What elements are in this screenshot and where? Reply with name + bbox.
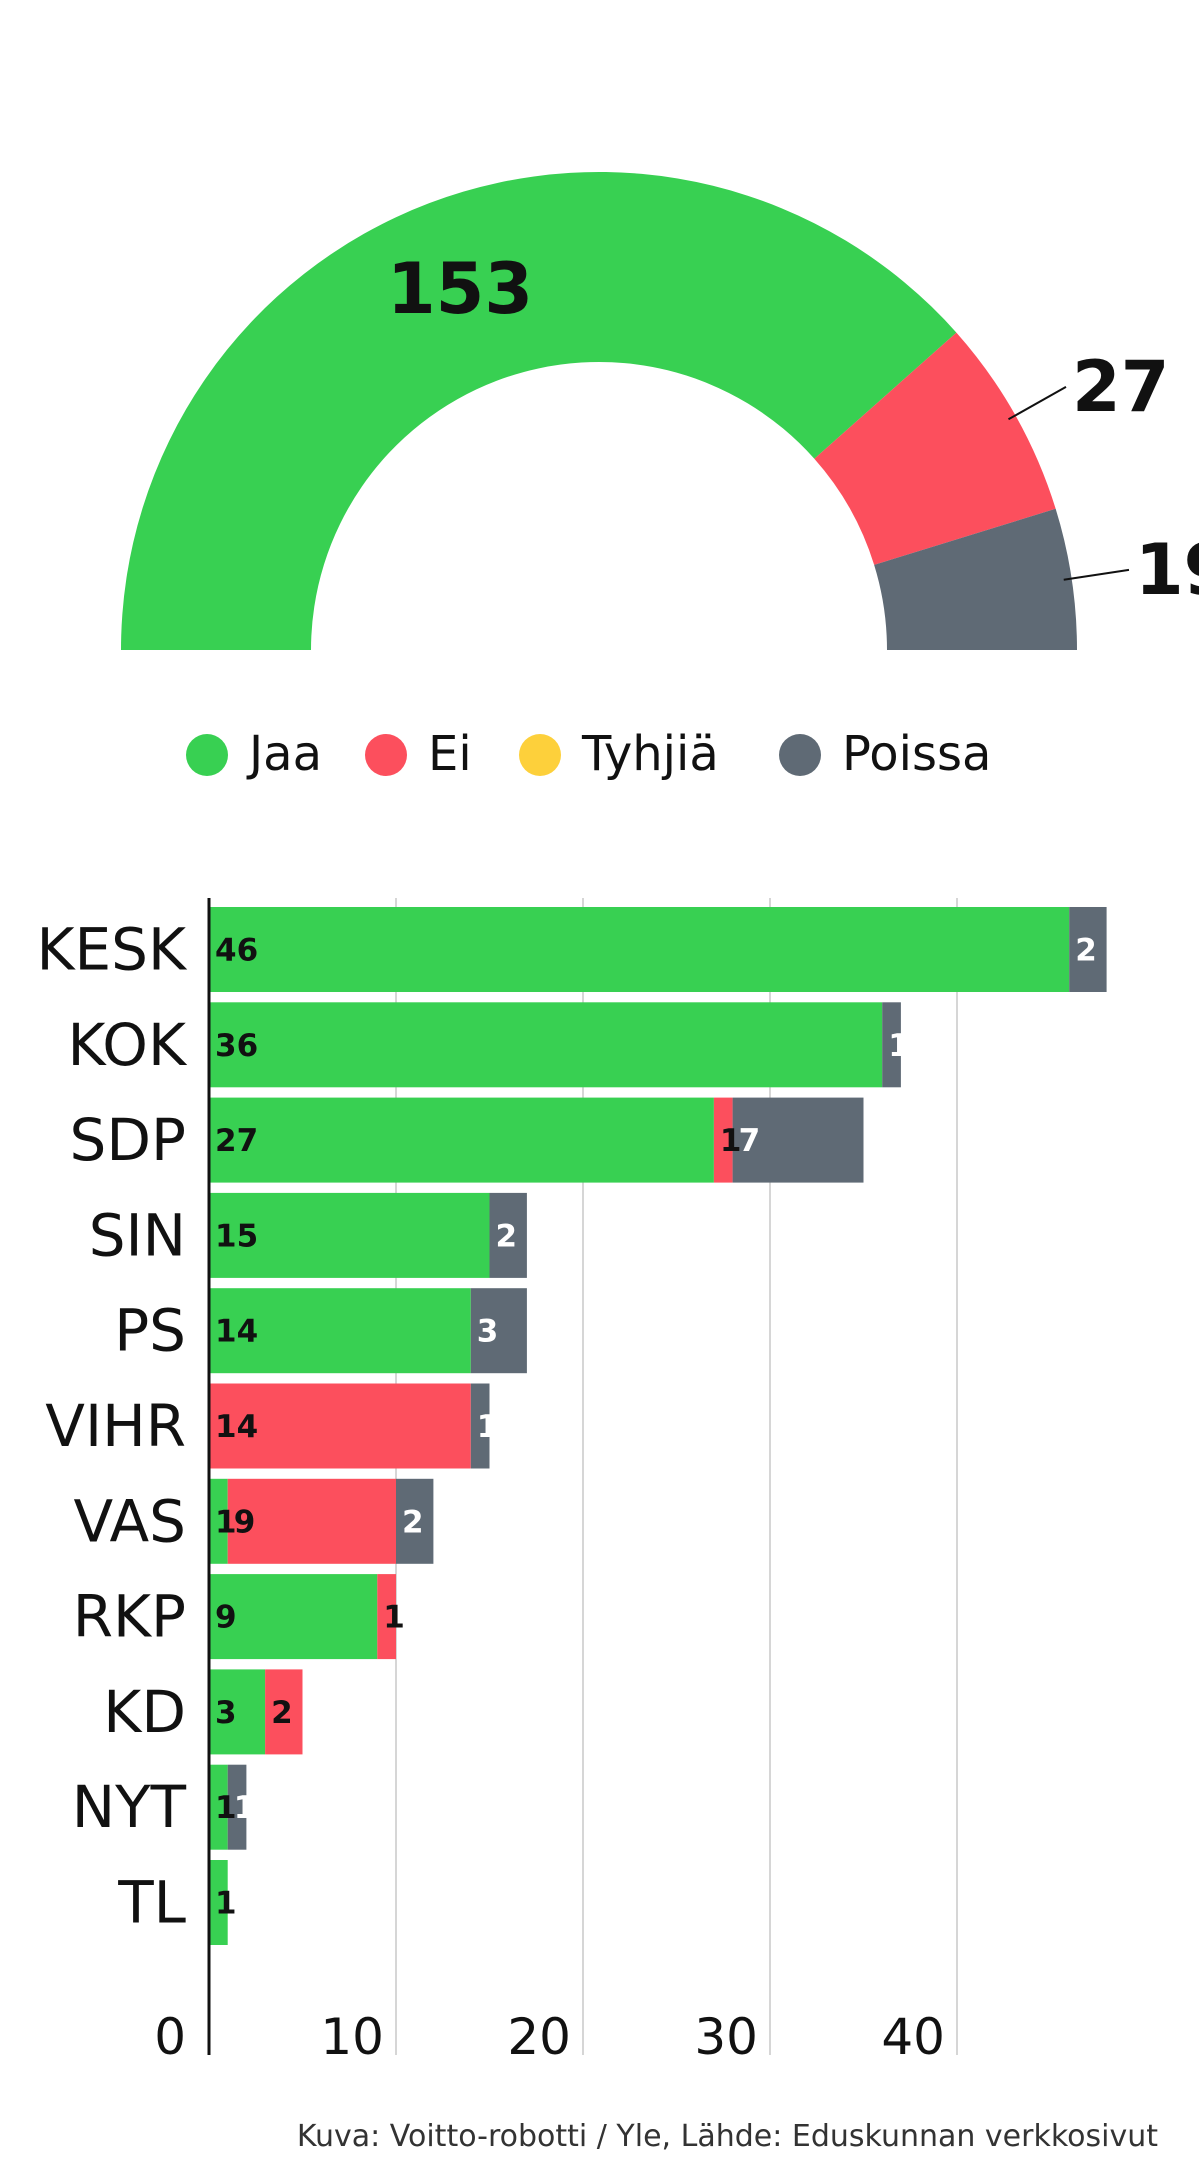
bar-value-label-vas-ei: 9 bbox=[234, 1504, 256, 1540]
category-label-nyt: NYT bbox=[72, 1773, 187, 1841]
category-label-vihr: VIHR bbox=[45, 1392, 186, 1460]
bar-segment-nyt-jaa bbox=[209, 1764, 228, 1850]
bar-value-label-rkp-ei: 1 bbox=[383, 1600, 405, 1636]
bar-segment-sin-poissa bbox=[489, 1192, 527, 1278]
x-tick-label-30: 30 bbox=[694, 2008, 758, 2066]
bar-segment-rkp-jaa bbox=[209, 1574, 378, 1660]
vote-donut-chart: 153 27 19 bbox=[121, 171, 1199, 651]
bar-segment-vihr-ei bbox=[209, 1383, 471, 1469]
bar-value-label-kesk-jaa: 46 bbox=[215, 933, 258, 969]
category-label-rkp: RKP bbox=[73, 1583, 186, 1651]
donut-slice-poissa bbox=[874, 508, 1077, 650]
category-label-kesk: KESK bbox=[36, 916, 187, 984]
donut-value-label-poissa: 19 bbox=[1135, 529, 1199, 611]
bar-segment-vas-poissa bbox=[396, 1478, 434, 1564]
donut-slice-jaa bbox=[121, 171, 957, 651]
category-label-kok: KOK bbox=[67, 1011, 188, 1079]
bar-value-label-ps-poissa: 3 bbox=[477, 1314, 499, 1350]
bar-value-label-vas-poissa: 2 bbox=[402, 1504, 424, 1540]
bar-value-label-sdp-jaa: 27 bbox=[215, 1123, 258, 1159]
bar-value-label-tl-jaa: 1 bbox=[215, 1886, 237, 1922]
bar-value-label-kok-jaa: 36 bbox=[215, 1028, 258, 1064]
bar-segment-ps-jaa bbox=[209, 1288, 471, 1374]
category-label-tl: TL bbox=[117, 1869, 186, 1937]
legend-label-tyhjia: Tyhjiä bbox=[581, 726, 719, 782]
bar-value-label-sdp-poissa: 7 bbox=[739, 1123, 761, 1159]
donut-value-label-ei: 27 bbox=[1072, 346, 1169, 428]
bar-segment-sin-jaa bbox=[209, 1192, 490, 1278]
legend-swatch-poissa bbox=[779, 734, 821, 776]
bar-value-label-sin-jaa: 15 bbox=[215, 1218, 258, 1254]
x-tick-label-0: 0 bbox=[154, 2008, 186, 2066]
bar-segment-kesk-jaa bbox=[209, 907, 1070, 992]
x-tick-label-40: 40 bbox=[881, 2008, 945, 2066]
legend-label-ei: Ei bbox=[428, 726, 472, 782]
x-tick-label-20: 20 bbox=[507, 2008, 571, 2066]
donut-leader-line-ei bbox=[1007, 386, 1067, 421]
bar-segment-kd-ei bbox=[265, 1669, 303, 1755]
bar-segment-kok-jaa bbox=[209, 1002, 883, 1088]
x-tick-label-10: 10 bbox=[320, 2008, 384, 2066]
bar-value-label-ps-jaa: 14 bbox=[215, 1314, 258, 1350]
legend-swatch-ei bbox=[365, 734, 407, 776]
source-footer: Kuva: Voitto-robotti / Yle, Lähde: Edusk… bbox=[297, 2119, 1158, 2154]
bar-segment-kesk-poissa bbox=[1069, 907, 1107, 992]
legend-label-poissa: Poissa bbox=[842, 726, 991, 782]
donut-slice-ei bbox=[814, 332, 1056, 565]
bar-segment-nyt-poissa bbox=[227, 1764, 247, 1850]
bar-segment-vas-jaa bbox=[209, 1478, 228, 1564]
bar-segment-tl-jaa bbox=[209, 1860, 228, 1945]
bar-segment-rkp-ei bbox=[377, 1574, 396, 1660]
bar-value-label-kd-ei: 2 bbox=[271, 1695, 293, 1731]
bar-segment-vas-ei bbox=[227, 1478, 396, 1564]
bar-value-label-kesk-poissa: 2 bbox=[1075, 933, 1097, 969]
bar-segment-kok-poissa bbox=[882, 1002, 901, 1088]
bar-value-label-kok-poissa: 1 bbox=[888, 1028, 910, 1064]
category-label-vas: VAS bbox=[74, 1487, 186, 1555]
category-label-kd: KD bbox=[103, 1678, 186, 1746]
bar-segment-vihr-poissa bbox=[470, 1383, 490, 1469]
legend-label-jaa: Jaa bbox=[246, 726, 322, 782]
bar-value-label-sin-poissa: 2 bbox=[496, 1218, 518, 1254]
chart-legend: Jaa Ei Tyhjiä Poissa bbox=[186, 726, 991, 782]
bar-segment-sdp-jaa bbox=[209, 1097, 714, 1183]
category-label-ps: PS bbox=[114, 1297, 186, 1365]
bar-value-label-nyt-poissa: 1 bbox=[234, 1790, 256, 1826]
bar-segment-kd-jaa bbox=[209, 1669, 266, 1755]
bar-segment-sdp-poissa bbox=[732, 1097, 864, 1183]
legend-swatch-jaa bbox=[186, 734, 228, 776]
bar-value-label-kd-jaa: 3 bbox=[215, 1695, 237, 1731]
bar-value-label-vihr-ei: 14 bbox=[215, 1409, 258, 1445]
bar-segment-sdp-ei bbox=[713, 1097, 733, 1183]
legend-swatch-tyhjia bbox=[519, 734, 561, 776]
bar-value-label-vihr-poissa: 1 bbox=[477, 1409, 499, 1445]
bar-value-label-nyt-jaa: 1 bbox=[215, 1790, 237, 1826]
category-label-sin: SIN bbox=[89, 1201, 186, 1269]
bar-value-label-rkp-jaa: 9 bbox=[215, 1600, 237, 1636]
bar-segment-ps-poissa bbox=[470, 1288, 527, 1374]
category-label-sdp: SDP bbox=[70, 1106, 186, 1174]
donut-value-label-jaa: 153 bbox=[387, 248, 533, 330]
donut-leader-line-poissa bbox=[1063, 568, 1130, 581]
bar-value-label-sdp-ei: 1 bbox=[720, 1123, 742, 1159]
bar-value-label-vas-jaa: 1 bbox=[215, 1504, 237, 1540]
